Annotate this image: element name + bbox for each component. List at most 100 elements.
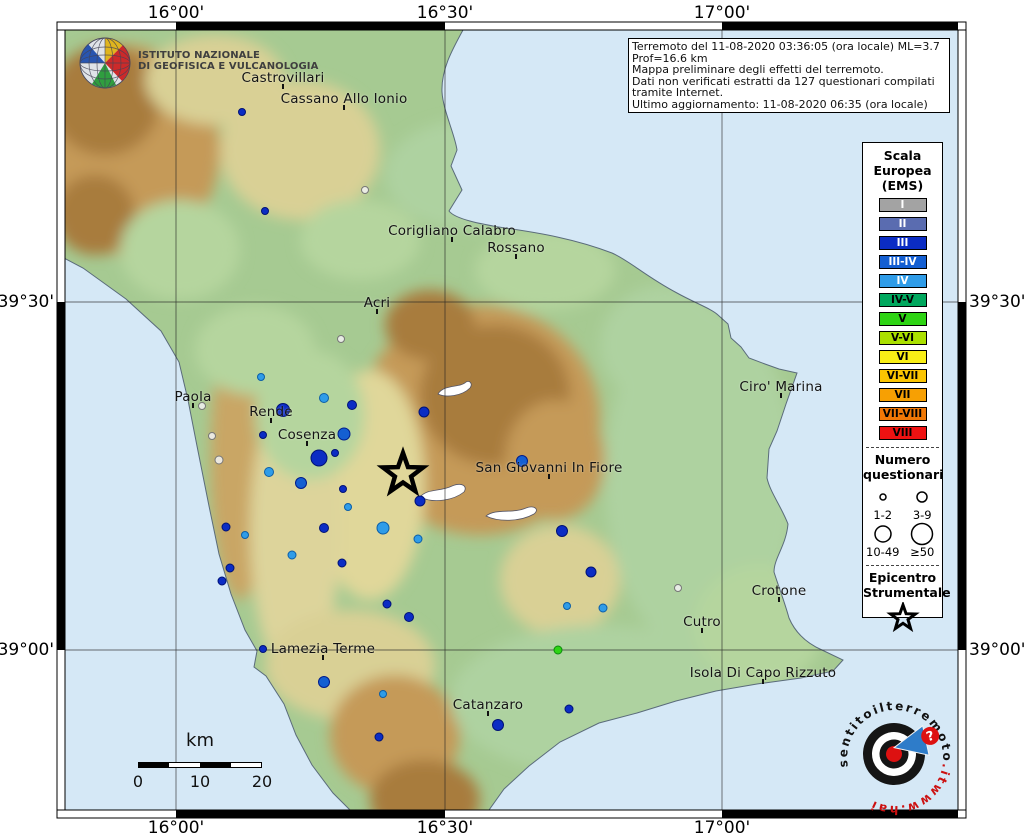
epicenter-star [376,446,430,497]
ems-level-row: IV-V [863,293,942,307]
intensity-dot [492,719,504,731]
ingv-wordmark: ISTITUTO NAZIONALE DI GEOFISICA E VULCAN… [138,50,318,72]
intensity-dot [208,432,216,440]
intensity-dot [382,599,392,609]
legend-divider [866,565,939,566]
city-label: Rossano [487,240,545,256]
intensity-dots-layer [198,108,682,742]
ingv-logo: ISTITUTO NAZIONALE DI GEOFISICA E VULCAN… [78,36,318,90]
intensity-dot [556,525,568,537]
info-line: Mappa preliminare degli effetti del terr… [632,63,884,76]
ems-level-box: VII-VIII [878,407,927,421]
epicenter-star-icon [885,600,920,633]
ems-level-row: VIII [863,426,942,440]
intensity-dot [376,521,390,535]
intensity-dot [225,563,235,573]
questionnaire-size-key: 1-2 3-9 10-49 ≥50 [863,484,942,558]
intensity-dot [337,335,345,343]
epicenter-star [376,446,430,497]
intensity-dot [674,584,682,592]
ems-level-box: VI [878,350,927,364]
ems-level-box: I [878,198,927,212]
intensity-dot [295,477,307,489]
lakes [419,381,537,521]
ems-level-row: V-VI [863,331,942,345]
ems-level-row: VII-VIII [863,407,942,421]
questionnaire-size-item: 10-49 [863,522,903,558]
ems-level-box: III [878,236,927,250]
intensity-dot [259,431,267,439]
city-tick [343,105,345,110]
city-label: Rende [249,404,293,420]
landmass [65,30,844,810]
city-label: Cutro [683,614,721,630]
ems-level-row: VI-VII [863,369,942,383]
intensity-dot [404,612,414,622]
city-tick [780,393,782,398]
lake-arvo [419,484,466,502]
legend-questionnaires-title: Numero questionari [863,452,944,482]
axis-label-top: 16°30' [416,3,474,23]
intensity-dot [319,523,329,533]
info-line: Terremoto del 11-08-2020 03:36:05 (ora l… [632,40,940,65]
city-label: Castrovillari [241,70,325,86]
intensity-dot [221,522,231,532]
lake-ampollino [485,506,537,521]
map-area [65,30,958,810]
axis-label-top: 17°00' [693,3,751,23]
ems-level-row: V [863,312,942,326]
intensity-dot [241,531,249,539]
scale-bar-unit: km [186,730,214,751]
intensity-dot [261,207,269,215]
intensity-dot [318,676,330,688]
intensity-dot [264,467,274,477]
intensity-dot [553,645,563,655]
city-tick [515,254,517,259]
city-label: San Giovanni In Fiore [475,460,623,476]
info-line: Dati non verificati estratti da 127 ques… [632,74,935,99]
city-tick [322,655,324,660]
city-label: Ciro' Marina [739,379,823,395]
intensity-dot [585,566,597,578]
axis-label-right: 39°30' [969,292,1024,312]
city-label: Isola Di Capo Rizzuto [689,665,837,681]
lake-cecita [437,381,472,397]
ems-level-row: II [863,217,942,231]
axis-label-right: 39°00' [969,640,1024,660]
questionnaire-size-item: ≥50 [903,522,943,558]
ems-level-box: VI-VII [878,369,927,383]
questionnaire-size-label: 1-2 [873,508,893,522]
city-tick [306,441,308,446]
axis-label-bottom: 17°00' [693,818,751,838]
city-label: Acri [363,295,391,311]
intensity-dot [563,602,571,610]
intensity-dot [564,704,574,714]
questionnaire-size-circle [916,491,928,503]
intensity-dot [339,485,347,493]
scale-bar-tick-label: 0 [132,772,144,791]
ems-level-row: IV [863,274,942,288]
questionnaire-size-item: 1-2 [863,485,903,521]
ems-level-box: V [878,312,927,326]
ems-level-box: III-IV [878,255,927,269]
coastline [65,30,844,810]
ems-level-box: VIII [878,426,927,440]
scale-bar: km 0 10 20 [133,730,272,791]
intensity-dot [217,576,227,586]
epicenter-star-glyph [885,600,920,633]
bullseye-center [886,746,902,762]
city-tick [762,679,764,684]
city-tick [778,597,780,602]
ems-level-row: VII [863,388,942,402]
questionnaire-size-circle [911,522,934,546]
city-label: Paola [174,389,212,405]
city-label: Corigliano Calabro [388,223,516,239]
city-tick [487,711,489,716]
legend-epicenter-title: Epicentro Strumentale [863,570,951,600]
legend-scale-title: Scala Europea (EMS) [873,148,932,193]
intensity-dot [337,427,351,441]
scale-bar-segments [138,762,262,768]
city-label: Lamezia Terme [270,641,376,657]
graticule [65,30,958,810]
terrain-relief [65,35,825,810]
